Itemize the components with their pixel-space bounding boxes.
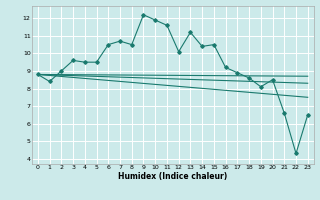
X-axis label: Humidex (Indice chaleur): Humidex (Indice chaleur): [118, 172, 228, 181]
